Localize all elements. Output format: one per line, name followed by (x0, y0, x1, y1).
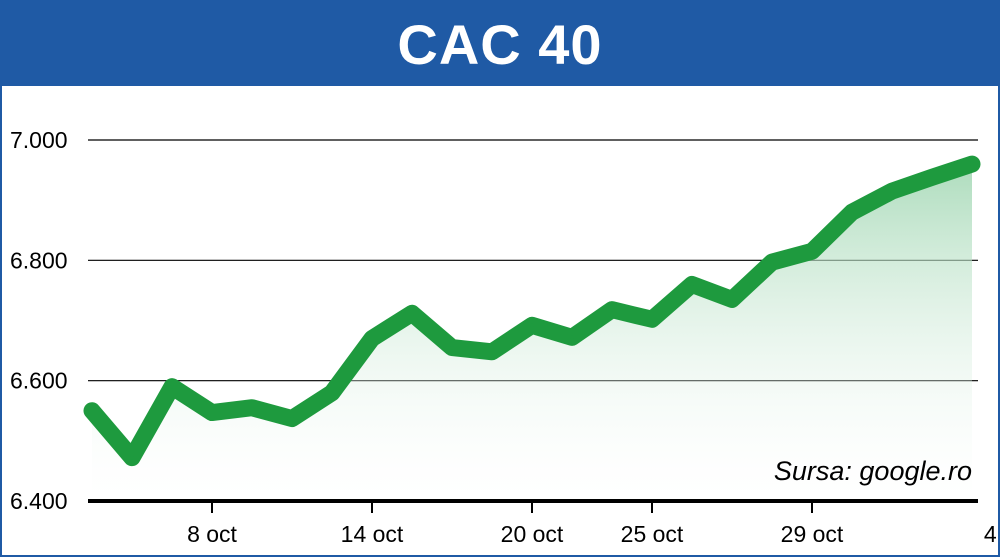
data-point (930, 175, 934, 180)
axes (88, 499, 978, 513)
x-tick-label: 14 oct (341, 521, 404, 547)
data-point (650, 317, 654, 322)
data-point (530, 323, 534, 328)
data-point (330, 390, 334, 395)
data-point (210, 410, 214, 415)
y-tick-label: 7.000 (10, 127, 68, 153)
data-point (890, 189, 894, 194)
data-point (90, 408, 94, 413)
data-point (770, 260, 774, 265)
data-point (130, 455, 134, 460)
data-point (290, 416, 294, 421)
data-point (490, 349, 494, 354)
data-point (450, 345, 454, 350)
chart-title: CAC 40 (397, 12, 603, 76)
x-tick-label: 8 oct (187, 521, 237, 547)
series-line-group (83, 155, 981, 467)
x-tick-label: 29 oct (781, 521, 844, 547)
x-tick-label: 20 oct (501, 521, 564, 547)
data-point (370, 336, 374, 341)
data-point (810, 249, 814, 254)
data-point (410, 311, 414, 316)
data-point (730, 297, 734, 302)
data-point (170, 384, 174, 389)
x-tick-label: 25 oct (621, 521, 684, 547)
x-tick-label: 4 nov (984, 521, 998, 547)
source-label: Sursa: google.ro (774, 456, 972, 486)
y-tick-label: 6.400 (10, 488, 68, 514)
data-point (850, 210, 854, 215)
tick-labels: 6.400 6.600 6.800 7.000 8 oct 14 oct 20 oct 25 … (10, 127, 998, 547)
data-point (690, 282, 694, 287)
data-point (970, 162, 974, 167)
data-point (570, 335, 574, 340)
y-tick-label: 6.800 (10, 247, 68, 273)
data-point (610, 307, 614, 312)
title-bar: CAC 40 (2, 2, 998, 86)
data-point (250, 405, 254, 410)
y-tick-label: 6.600 (10, 368, 68, 394)
